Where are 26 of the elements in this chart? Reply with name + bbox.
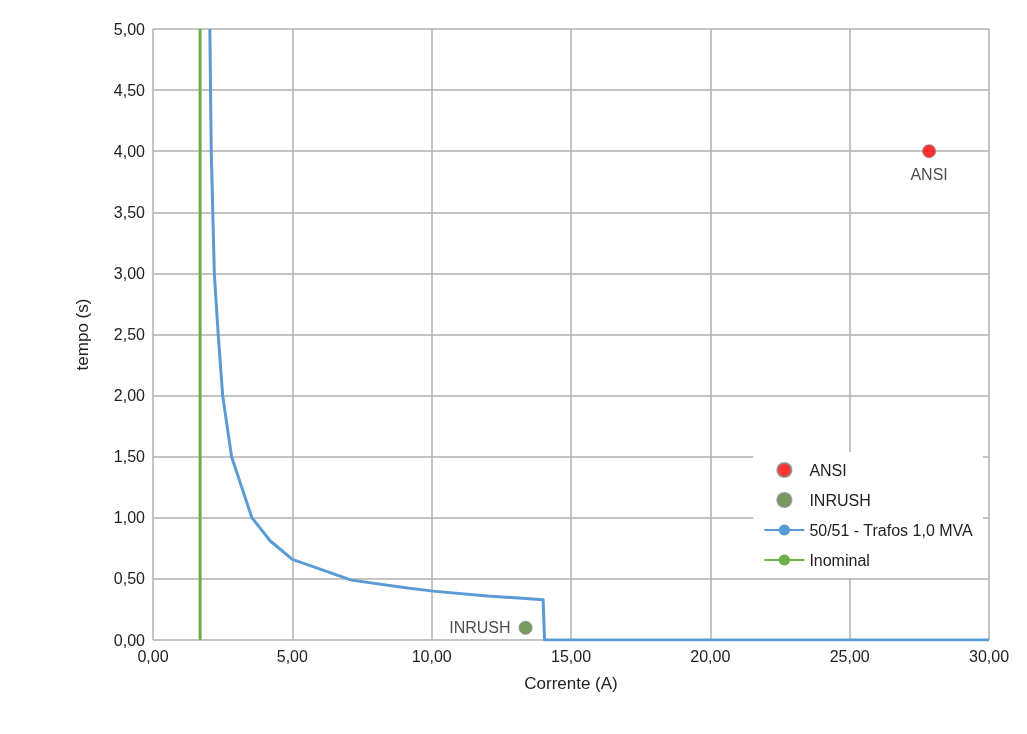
y-tick-label: 0,00 <box>113 631 146 649</box>
y-tick-label: 2,50 <box>113 326 146 343</box>
x-tick-label: 30,00 <box>968 647 1010 665</box>
y-tick-label: 5,00 <box>113 20 146 38</box>
x-tick-label: 25,00 <box>829 647 870 665</box>
y-tick-label: 3,50 <box>113 203 146 221</box>
legend-label: INRUSH <box>809 491 871 509</box>
y-tick-label: 1,00 <box>113 509 146 527</box>
y-axis-title: tempo (s) <box>73 298 92 371</box>
y-tick-label: 3,00 <box>113 264 146 282</box>
x-tick-label: 5,00 <box>276 647 309 665</box>
x-tick-label: 20,00 <box>690 647 731 665</box>
y-tick-label: 0,50 <box>113 570 146 588</box>
x-tick-label: 0,00 <box>137 647 169 665</box>
y-tick-label: 4,00 <box>113 142 146 160</box>
text: INRUSH <box>449 619 511 637</box>
x-tick-label: 10,00 <box>411 647 452 665</box>
legend-label: ANSI <box>809 461 847 479</box>
x-tick-label: 15,00 <box>550 647 592 665</box>
y-tick-label: 4,50 <box>113 81 146 99</box>
y-tick-label: 2,00 <box>113 387 146 405</box>
text: ANSI <box>910 165 948 183</box>
x-axis-title: Corrente (A) <box>524 674 618 693</box>
legend-label: 50/51 - Trafos 1,0 MVA <box>809 521 974 539</box>
legend-label: Inominal <box>809 551 870 569</box>
y-tick-label: 1,50 <box>113 448 146 466</box>
